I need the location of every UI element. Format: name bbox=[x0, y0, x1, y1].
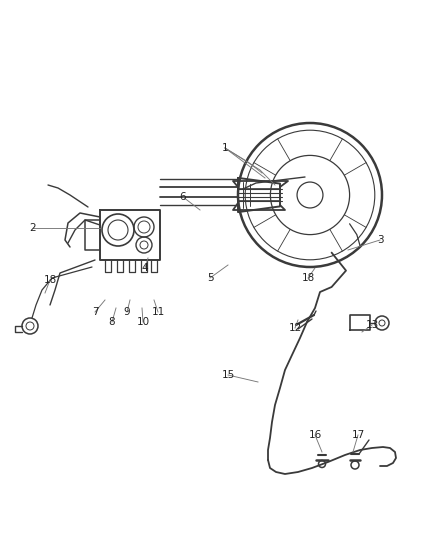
Text: 13: 13 bbox=[365, 320, 378, 330]
Text: 10: 10 bbox=[137, 317, 149, 327]
Text: 12: 12 bbox=[288, 323, 302, 333]
Text: 16: 16 bbox=[308, 430, 321, 440]
Text: 8: 8 bbox=[109, 317, 115, 327]
Text: 1: 1 bbox=[222, 143, 228, 153]
Text: 4: 4 bbox=[141, 263, 148, 273]
Text: 15: 15 bbox=[221, 370, 235, 380]
Text: 17: 17 bbox=[351, 430, 364, 440]
Text: 5: 5 bbox=[207, 273, 213, 283]
Text: 18: 18 bbox=[43, 275, 57, 285]
Text: 7: 7 bbox=[92, 307, 98, 317]
Text: 9: 9 bbox=[124, 307, 131, 317]
Text: 11: 11 bbox=[152, 307, 165, 317]
Text: 6: 6 bbox=[180, 192, 186, 202]
Text: 2: 2 bbox=[30, 223, 36, 233]
Text: 3: 3 bbox=[377, 235, 383, 245]
Text: 18: 18 bbox=[301, 273, 314, 283]
